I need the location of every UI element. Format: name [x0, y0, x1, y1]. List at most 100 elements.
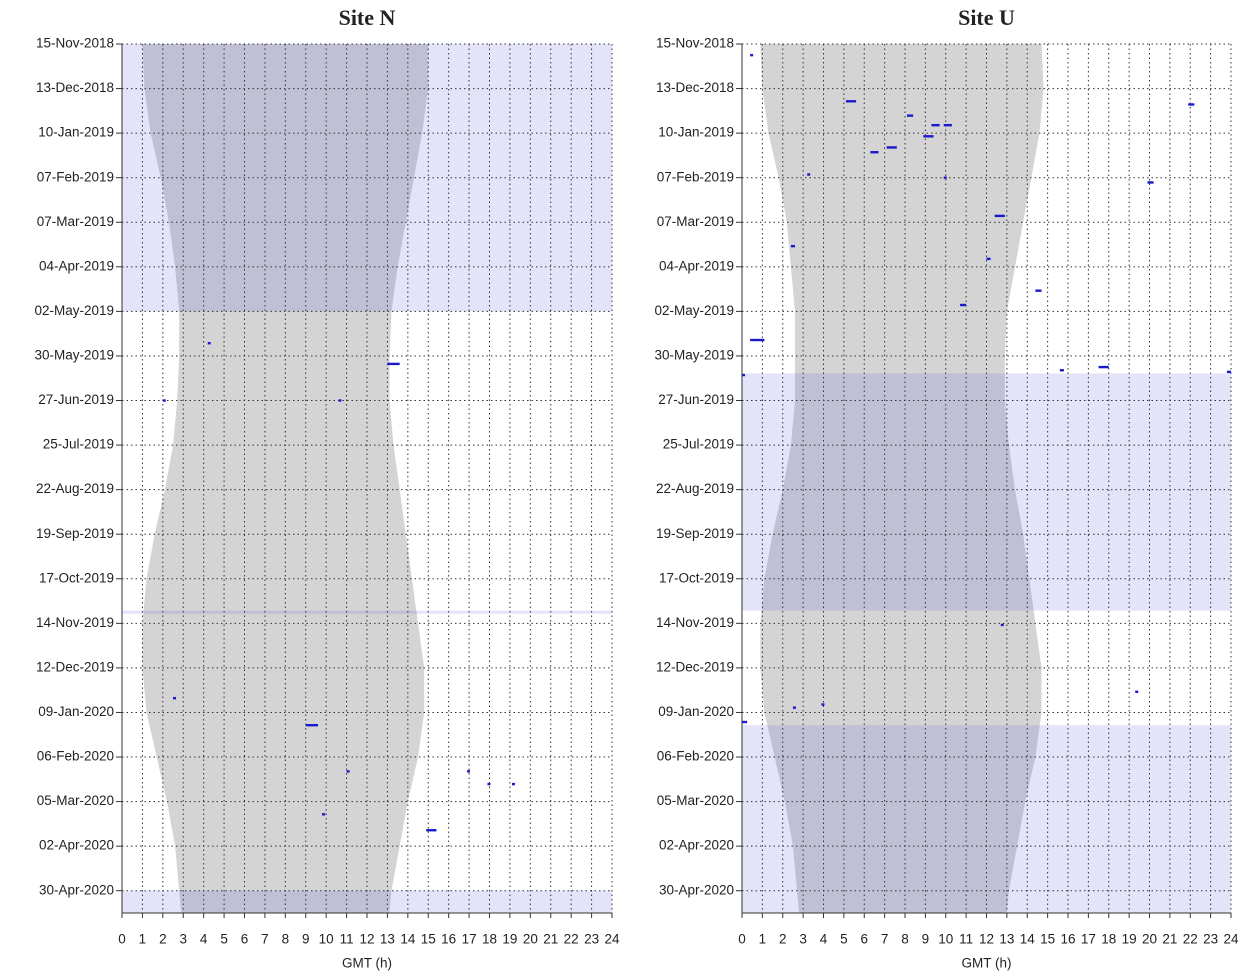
x-axis-label: GMT (h)	[962, 956, 1012, 971]
y-tick-label: 19-Sep-2019	[36, 526, 114, 541]
detection	[960, 303, 967, 307]
x-tick-label: 24	[604, 932, 620, 947]
y-tick-label: 09-Jan-2020	[38, 704, 114, 719]
y-tick-label: 14-Nov-2019	[36, 615, 114, 630]
y-tick-label: 02-Apr-2020	[659, 838, 734, 853]
detection	[322, 813, 326, 816]
y-tick-label: 14-Nov-2019	[656, 615, 734, 630]
x-tick-label: 7	[881, 932, 889, 947]
detection	[821, 703, 825, 706]
x-tick-label: 8	[282, 932, 290, 947]
x-tick-label: 3	[179, 932, 187, 947]
x-tick-label: 10	[938, 932, 953, 947]
detection	[1135, 690, 1139, 693]
y-tick-label: 22-Aug-2019	[656, 481, 734, 496]
effort-band	[122, 890, 612, 913]
detection	[1147, 181, 1154, 184]
x-tick-label: 21	[543, 932, 558, 947]
detection	[173, 696, 177, 700]
x-tick-label: 0	[738, 932, 746, 947]
detection	[750, 338, 765, 342]
y-tick-label: 13-Dec-2018	[656, 80, 734, 95]
x-tick-label: 13	[380, 932, 395, 947]
y-tick-label: 12-Dec-2019	[656, 659, 734, 674]
x-tick-label: 12	[359, 932, 374, 947]
x-tick-label: 13	[999, 932, 1014, 947]
y-tick-label: 02-May-2019	[34, 303, 114, 318]
detection	[426, 829, 437, 832]
y-tick-label: 27-Jun-2019	[658, 392, 734, 407]
x-tick-label: 23	[584, 932, 599, 947]
x-tick-label: 0	[118, 932, 126, 947]
detection	[207, 342, 211, 345]
detection	[943, 123, 952, 127]
y-tick-label: 07-Feb-2019	[657, 169, 734, 184]
x-axis-label: GMT (h)	[342, 956, 392, 971]
detection	[742, 720, 748, 724]
x-tick-label: 3	[799, 932, 807, 947]
y-tick-label: 07-Feb-2019	[37, 169, 114, 184]
detection	[1000, 623, 1004, 627]
detection	[943, 176, 947, 179]
y-tick-label: 13-Dec-2018	[36, 80, 114, 95]
x-tick-label: 10	[319, 932, 334, 947]
x-tick-label: 16	[441, 932, 456, 947]
detection	[387, 362, 400, 366]
x-tick-label: 4	[200, 932, 208, 947]
x-tick-label: 15	[421, 932, 436, 947]
detection	[162, 399, 166, 402]
detection	[1226, 370, 1231, 374]
panel-title: Site U	[958, 5, 1015, 30]
x-tick-label: 17	[462, 932, 477, 947]
x-tick-label: 19	[1122, 932, 1137, 947]
y-tick-label: 10-Jan-2019	[38, 125, 114, 140]
y-tick-label: 30-Apr-2020	[659, 882, 734, 897]
detection	[1188, 103, 1195, 106]
y-tick-label: 05-Mar-2020	[37, 793, 114, 808]
x-tick-label: 1	[759, 932, 767, 947]
detection	[338, 399, 342, 402]
detection	[1098, 365, 1109, 369]
y-tick-label: 04-Apr-2019	[659, 258, 734, 273]
y-tick-label: 17-Oct-2019	[659, 570, 734, 585]
x-tick-label: 16	[1060, 932, 1075, 947]
y-tick-label: 30-Apr-2020	[39, 882, 114, 897]
y-tick-label: 12-Dec-2019	[36, 659, 114, 674]
detection	[923, 135, 934, 138]
detection	[790, 244, 795, 248]
y-tick-label: 02-May-2019	[654, 303, 734, 318]
detection	[1059, 369, 1064, 372]
x-tick-label: 15	[1040, 932, 1055, 947]
x-tick-label: 17	[1081, 932, 1096, 947]
x-tick-label: 6	[241, 932, 249, 947]
detection	[487, 782, 491, 786]
x-tick-label: 5	[220, 932, 228, 947]
panel: Site N0 1 2 3 4 5 6 7 8 9 10 11 12 13 14 15 16 17 18 19 20 21…	[34, 5, 620, 971]
y-tick-label: 30-May-2019	[654, 348, 734, 363]
detection	[886, 146, 897, 149]
x-tick-label: 18	[482, 932, 497, 947]
y-tick-label: 07-Mar-2019	[657, 214, 734, 229]
detection	[511, 782, 515, 786]
x-tick-label: 7	[261, 932, 269, 947]
y-tick-label: 10-Jan-2019	[658, 125, 734, 140]
y-tick-label: 15-Nov-2018	[656, 36, 734, 51]
y-tick-label: 09-Jan-2020	[658, 704, 734, 719]
detection	[994, 214, 1005, 218]
x-tick-label: 11	[959, 932, 973, 947]
x-tick-label: 14	[400, 932, 416, 947]
x-tick-label: 8	[901, 932, 909, 947]
night-area	[760, 44, 1044, 913]
y-tick-label: 06-Feb-2020	[657, 749, 734, 764]
panel-title: Site N	[339, 5, 396, 30]
x-tick-label: 20	[523, 932, 538, 947]
y-tick-label: 02-Apr-2020	[39, 838, 114, 853]
detection	[1035, 289, 1042, 292]
x-tick-label: 5	[840, 932, 848, 947]
detection	[870, 151, 879, 154]
x-tick-label: 18	[1101, 932, 1116, 947]
detection	[792, 706, 796, 709]
x-tick-label: 22	[1183, 932, 1198, 947]
x-tick-label: 2	[779, 932, 787, 947]
